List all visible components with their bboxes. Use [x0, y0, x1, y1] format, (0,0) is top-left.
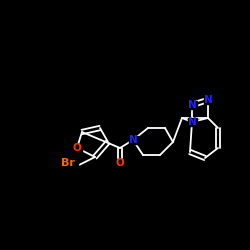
Bar: [72, 144, 82, 152]
Bar: [58, 158, 78, 168]
Text: Br: Br: [61, 158, 75, 168]
Text: N: N: [128, 135, 138, 145]
Text: O: O: [72, 143, 82, 153]
Text: N: N: [188, 117, 196, 127]
Bar: [188, 118, 196, 126]
Text: N: N: [204, 95, 212, 105]
Text: N: N: [188, 100, 196, 110]
Bar: [128, 136, 138, 144]
Bar: [188, 101, 196, 109]
Bar: [116, 159, 124, 167]
Bar: [204, 96, 212, 104]
Text: O: O: [116, 158, 124, 168]
